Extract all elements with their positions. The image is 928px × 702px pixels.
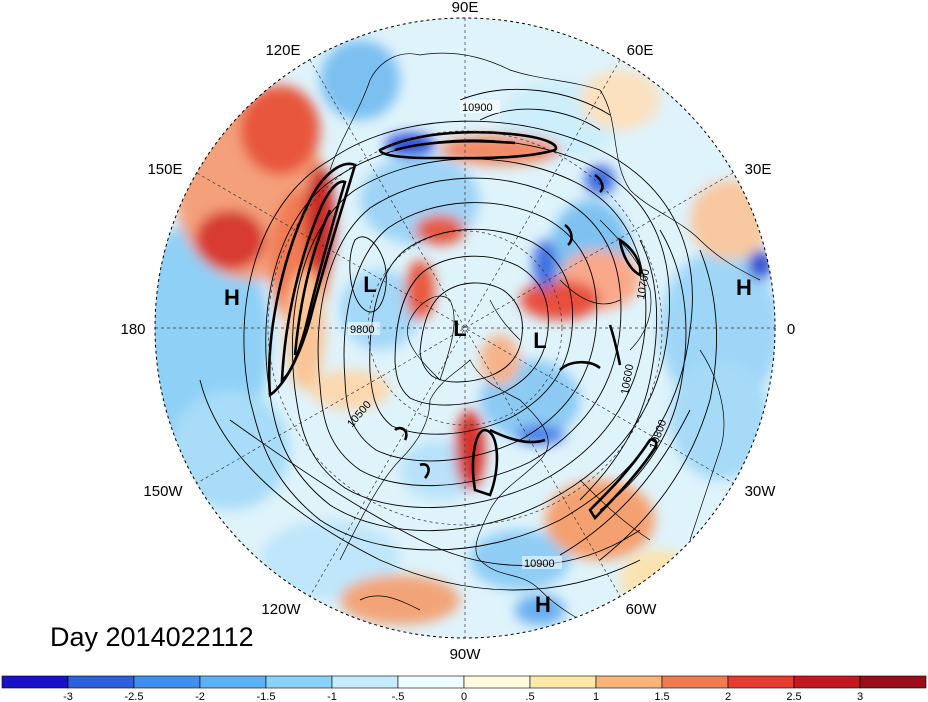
colorbar-swatch bbox=[265, 675, 333, 689]
high-center-europe: H bbox=[736, 275, 752, 300]
colorbar-tick-label: -2.5 bbox=[125, 691, 144, 702]
colorbar-swatch bbox=[463, 675, 531, 689]
contour-label-10700: 10700 bbox=[635, 268, 652, 300]
colorbar-tick-label: 2.5 bbox=[786, 691, 801, 702]
lon-label-150e: 150E bbox=[147, 161, 182, 178]
colorbar-swatch bbox=[67, 675, 135, 689]
colorbar-tick-label: 0 bbox=[461, 691, 467, 702]
colorbar-swatch bbox=[727, 675, 795, 689]
colorbar-tick-label: -3 bbox=[63, 691, 73, 702]
day-label: Day 2014022112 bbox=[50, 622, 254, 652]
low-center-siberia: L bbox=[363, 272, 376, 297]
colorbar-tick-label: 1 bbox=[593, 691, 599, 702]
colorbar-tick-label: .5 bbox=[525, 691, 534, 702]
colorbar: -3 -2.5 -2 -1.5 -1 -.5 0 .5 1 1.5 2 2.5 3 bbox=[1, 675, 927, 702]
lon-label-90e: 90E bbox=[452, 0, 479, 16]
contour-label-9800: 9800 bbox=[350, 324, 374, 336]
colorbar-tick-label: 3 bbox=[857, 691, 863, 702]
colorbar-swatch bbox=[529, 675, 597, 689]
colorbar-tick-label: -1 bbox=[327, 691, 337, 702]
colorbar-swatch bbox=[331, 675, 399, 689]
lon-label-120w: 120W bbox=[261, 601, 301, 618]
low-center-pole: L bbox=[453, 316, 466, 341]
lon-label-30e: 30E bbox=[745, 161, 772, 178]
colorbar-swatch bbox=[397, 675, 465, 689]
lon-label-30w: 30W bbox=[745, 483, 777, 500]
colorbar-tick-label: -2 bbox=[195, 691, 205, 702]
high-center-pacific: H bbox=[224, 285, 240, 310]
low-center-greenland: L bbox=[533, 328, 546, 353]
contour-label-south: 10900 bbox=[524, 558, 555, 570]
colorbar-tick-label: -.5 bbox=[392, 691, 405, 702]
colorbar-swatch bbox=[595, 675, 663, 689]
colorbar-tick-label: 2 bbox=[725, 691, 731, 702]
graticule bbox=[155, 18, 775, 638]
coastlines bbox=[329, 52, 761, 631]
height-contours bbox=[199, 88, 717, 591]
colorbar-swatch bbox=[661, 675, 729, 689]
colorbar-tick-label: 1.5 bbox=[654, 691, 669, 702]
pressure-centers: H H H L L L bbox=[224, 272, 752, 617]
lon-label-60w: 60W bbox=[626, 601, 658, 618]
lon-label-90w: 90W bbox=[450, 646, 482, 663]
longitude-labels: 90E 60E 30E 0 30W 60W 90W 120W 150W 180 … bbox=[120, 0, 795, 663]
lon-label-60e: 60E bbox=[627, 42, 654, 59]
lon-label-150w: 150W bbox=[143, 483, 183, 500]
lon-label-120e: 120E bbox=[265, 42, 300, 59]
contour-label-north: 10900 bbox=[462, 102, 493, 114]
high-center-caribbean: H bbox=[535, 592, 551, 617]
colorbar-tick-label: -1.5 bbox=[257, 691, 276, 702]
lon-label-180: 180 bbox=[120, 321, 145, 338]
colorbar-swatch bbox=[1, 675, 69, 689]
contour-label-10600: 10600 bbox=[619, 363, 636, 395]
colorbar-swatch bbox=[793, 675, 861, 689]
colorbar-swatch bbox=[199, 675, 267, 689]
map-boundary bbox=[154, 17, 776, 639]
lon-label-0: 0 bbox=[787, 321, 795, 338]
colorbar-swatch bbox=[859, 675, 927, 689]
colorbar-swatch bbox=[133, 675, 201, 689]
